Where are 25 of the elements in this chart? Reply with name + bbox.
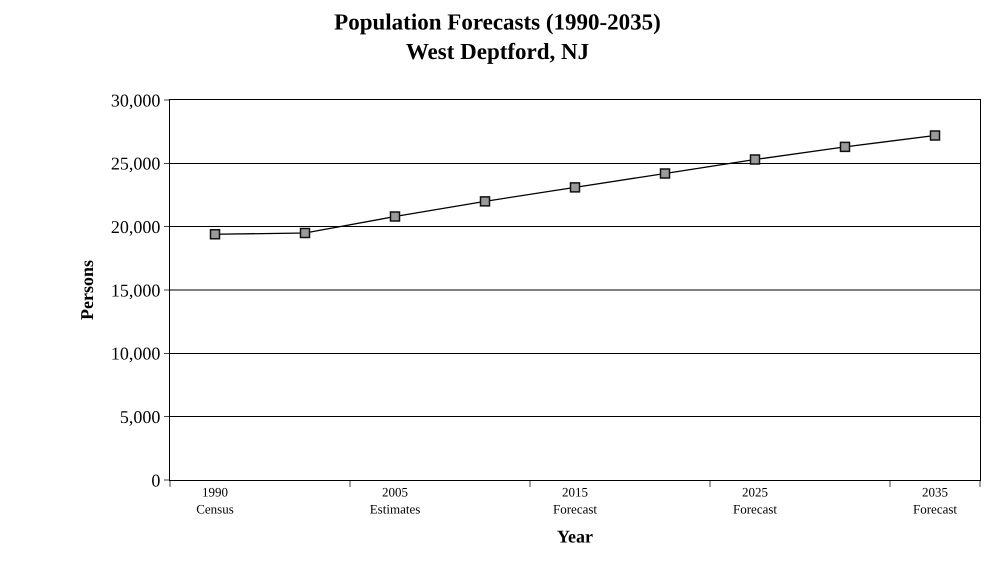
- y-tick-label: 5,000: [120, 406, 160, 427]
- x-tick-label: 2035 Forecast: [912, 484, 958, 516]
- point: [570, 182, 580, 193]
- point: [210, 229, 220, 240]
- y-tick-label: 20,000: [110, 216, 160, 237]
- x-tick-label: 2025 Forecast: [732, 484, 778, 516]
- y-tick-label: 0: [151, 470, 160, 490]
- point: [480, 196, 490, 207]
- chart-title: Population Forecasts (1990-2035): [334, 9, 661, 34]
- x-tick-label: 1990 Census: [196, 484, 234, 516]
- y-axis-title: Persons: [77, 260, 98, 320]
- x-axis-title: Year: [557, 526, 593, 547]
- point: [750, 154, 760, 165]
- point: [300, 228, 310, 238]
- point: [660, 168, 670, 179]
- chart-subtitle: West Deptford, NJ: [406, 39, 590, 64]
- point: [390, 211, 400, 222]
- point: [930, 130, 940, 141]
- x-tick-label: 2015 Forecast: [552, 484, 598, 516]
- y-tick-label: 25,000: [110, 154, 160, 174]
- y-tick-label: 10,000: [110, 344, 160, 364]
- y-tick-label: 15,000: [110, 280, 160, 300]
- point: [840, 142, 850, 152]
- x-tick-label: 2005 Estimates: [370, 484, 420, 516]
- y-tick-label: 30,000: [110, 90, 160, 110]
